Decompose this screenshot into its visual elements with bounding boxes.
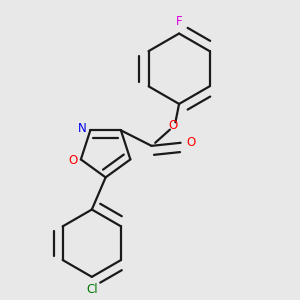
Text: Cl: Cl (86, 283, 98, 296)
Text: O: O (186, 136, 195, 149)
Text: N: N (78, 122, 87, 135)
Text: O: O (168, 119, 178, 133)
Text: F: F (176, 15, 182, 28)
Text: O: O (69, 154, 78, 167)
